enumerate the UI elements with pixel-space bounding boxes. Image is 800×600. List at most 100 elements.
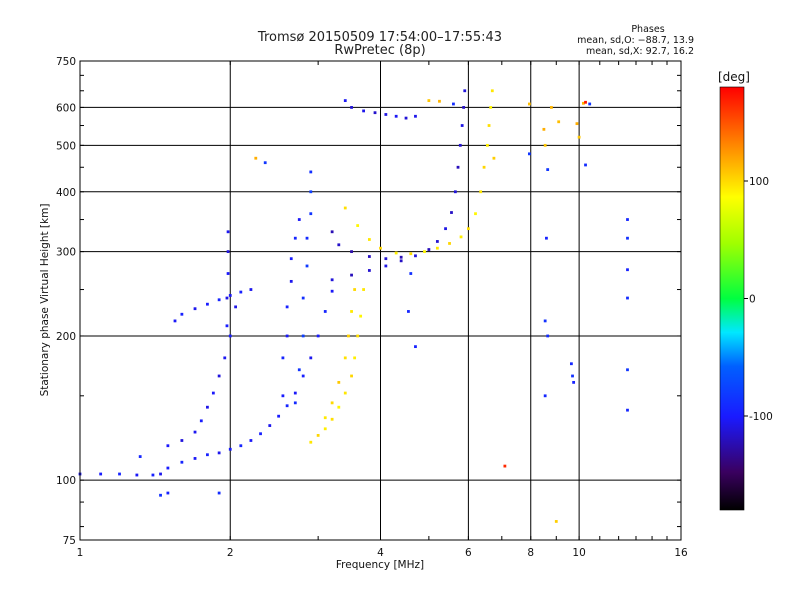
data-point <box>249 439 253 442</box>
data-point <box>166 444 170 448</box>
data-point <box>309 356 313 360</box>
data-point <box>138 455 142 458</box>
data-point <box>193 307 197 311</box>
data-point <box>414 254 417 258</box>
x-tick-label: 6 <box>465 547 472 559</box>
series-9 <box>309 288 366 444</box>
data-point <box>285 334 289 338</box>
data-point <box>435 240 439 243</box>
data-point <box>423 250 426 254</box>
grid-lines <box>80 61 681 540</box>
data-point <box>453 190 457 194</box>
data-point <box>359 314 363 318</box>
data-point <box>503 464 507 468</box>
colorbar-tick-label: 100 <box>749 176 769 188</box>
data-point <box>225 324 229 328</box>
x-axis-label: Frequency [MHz] <box>336 559 424 571</box>
data-point <box>305 264 309 268</box>
y-axis-label: Stationary phase Virtual Height [km] <box>39 204 51 397</box>
data-point <box>444 227 447 231</box>
data-point <box>367 255 371 258</box>
data-point <box>343 206 347 210</box>
data-point <box>474 212 477 216</box>
x-tick-label: 1 <box>77 547 84 559</box>
data-point <box>337 380 341 384</box>
data-point <box>297 368 301 372</box>
data-point <box>254 156 258 160</box>
data-point <box>350 310 353 313</box>
phases-o-stats: mean, sd,O: −88.7, 13.9 <box>577 35 694 46</box>
data-point <box>234 305 238 309</box>
data-point <box>407 310 410 313</box>
y-tick-label: 400 <box>56 187 76 199</box>
data-point <box>404 116 408 120</box>
data-point <box>330 417 334 421</box>
data-point <box>448 242 451 245</box>
data-point <box>575 122 579 126</box>
data-point <box>206 405 209 409</box>
series-14 <box>503 100 587 468</box>
data-point <box>435 246 439 250</box>
data-point <box>399 259 403 263</box>
data-point <box>180 460 184 464</box>
data-point <box>226 230 230 234</box>
data-point <box>228 447 232 451</box>
phases-x-stats: mean, sd,X: 92.7, 16.2 <box>586 46 694 57</box>
data-point <box>356 334 360 338</box>
series-4 <box>281 218 301 398</box>
data-point <box>343 99 347 102</box>
data-point <box>450 211 453 214</box>
data-point <box>527 152 531 156</box>
data-point <box>582 101 585 105</box>
data-point <box>343 391 347 395</box>
data-point <box>281 394 285 398</box>
data-point <box>456 165 460 169</box>
data-point <box>438 99 441 103</box>
data-point <box>330 289 334 293</box>
data-point <box>384 257 388 261</box>
data-point <box>293 401 297 405</box>
data-point <box>626 368 629 372</box>
data-point <box>588 102 592 106</box>
data-point <box>316 434 320 437</box>
series-7 <box>330 230 403 261</box>
data-point <box>285 404 289 408</box>
data-point <box>626 236 629 240</box>
data-point <box>409 252 413 256</box>
data-point <box>323 427 327 431</box>
data-point <box>414 114 417 118</box>
data-point <box>626 296 629 300</box>
data-point <box>206 453 209 457</box>
data-point <box>353 288 357 291</box>
data-point <box>463 89 467 93</box>
series-8 <box>343 99 417 120</box>
data-point <box>323 416 327 420</box>
data-point <box>293 236 297 240</box>
data-point <box>301 334 305 338</box>
data-point <box>350 250 353 254</box>
data-point <box>362 288 366 291</box>
data-point <box>263 161 267 165</box>
data-point <box>118 472 121 476</box>
data-point <box>151 473 155 477</box>
colorbar-label: [deg] <box>718 70 750 84</box>
data-point <box>414 345 417 349</box>
data-point <box>384 113 388 116</box>
data-point <box>199 419 203 423</box>
data-point <box>546 168 550 171</box>
data-point <box>337 405 341 409</box>
data-point <box>459 235 463 239</box>
data-point <box>226 250 230 254</box>
data-points <box>78 89 629 523</box>
data-point <box>543 143 547 147</box>
data-point <box>482 165 486 169</box>
data-point <box>557 120 561 124</box>
y-tick-label: 75 <box>63 535 76 547</box>
data-point <box>399 255 403 259</box>
y-axis: 75 100 200 300 400 500 600 750 <box>56 56 681 547</box>
data-point <box>285 305 289 309</box>
data-point <box>226 272 230 275</box>
data-point <box>489 106 493 109</box>
data-point <box>309 170 313 174</box>
data-point <box>350 273 353 277</box>
